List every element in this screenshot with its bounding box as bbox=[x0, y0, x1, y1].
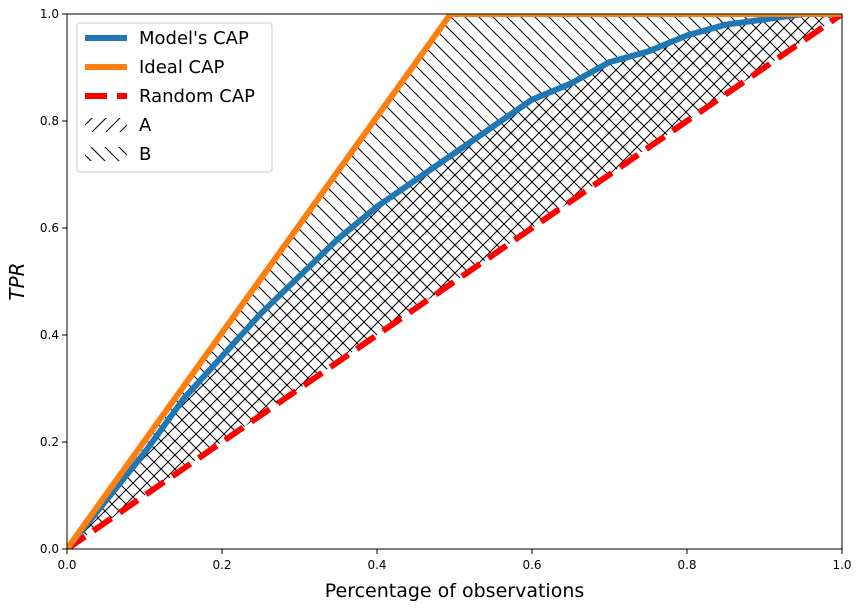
series-lines bbox=[67, 14, 842, 549]
x-tick-label: 0.0 bbox=[57, 558, 76, 572]
legend: Model's CAP Ideal CAP Random CAP AB bbox=[76, 22, 273, 173]
x-tick-label: 0.8 bbox=[677, 558, 696, 572]
x-axis-ticks: 0.0 0.2 0.4 0.6 0.8 1.0 bbox=[57, 549, 852, 572]
plot-frame bbox=[66, 13, 843, 550]
y-tick-label: 0.0 bbox=[40, 542, 59, 556]
legend-box bbox=[76, 22, 273, 173]
y-tick-label: 0.8 bbox=[40, 114, 59, 128]
legend-entry-b: B bbox=[85, 144, 151, 165]
y-axis-label: TPR bbox=[5, 262, 29, 300]
y-axis-ticks: 0.0 0.2 0.4 0.6 0.8 1.0 bbox=[40, 7, 67, 556]
x-tick-label: 0.6 bbox=[522, 558, 541, 572]
series-model-s-cap bbox=[67, 14, 842, 549]
legend-label: B bbox=[139, 144, 151, 165]
legend-label: Ideal CAP bbox=[139, 57, 224, 78]
series-random-cap bbox=[67, 14, 842, 549]
legend-swatch bbox=[85, 147, 127, 161]
x-tick-label: 0.4 bbox=[367, 558, 386, 572]
legend-swatch bbox=[85, 118, 127, 132]
legend-label: Random CAP bbox=[139, 86, 255, 107]
legend-entry-a: A bbox=[85, 115, 152, 136]
series-ideal-cap bbox=[67, 14, 842, 549]
y-tick-label: 0.2 bbox=[40, 435, 59, 449]
x-tick-label: 0.2 bbox=[212, 558, 231, 572]
y-tick-label: 0.6 bbox=[40, 221, 59, 235]
x-tick-label: 1.0 bbox=[832, 558, 851, 572]
legend-entry-model-s-cap: Model's CAP bbox=[85, 28, 249, 49]
legend-entry-ideal-cap: Ideal CAP bbox=[85, 57, 224, 78]
y-tick-label: 1.0 bbox=[40, 7, 59, 21]
legend-label: A bbox=[139, 115, 152, 136]
legend-entry-random-cap: Random CAP bbox=[85, 86, 255, 107]
y-tick-label: 0.4 bbox=[40, 328, 59, 342]
x-axis-label: Percentage of observations bbox=[325, 580, 585, 602]
legend-label: Model's CAP bbox=[139, 28, 249, 49]
